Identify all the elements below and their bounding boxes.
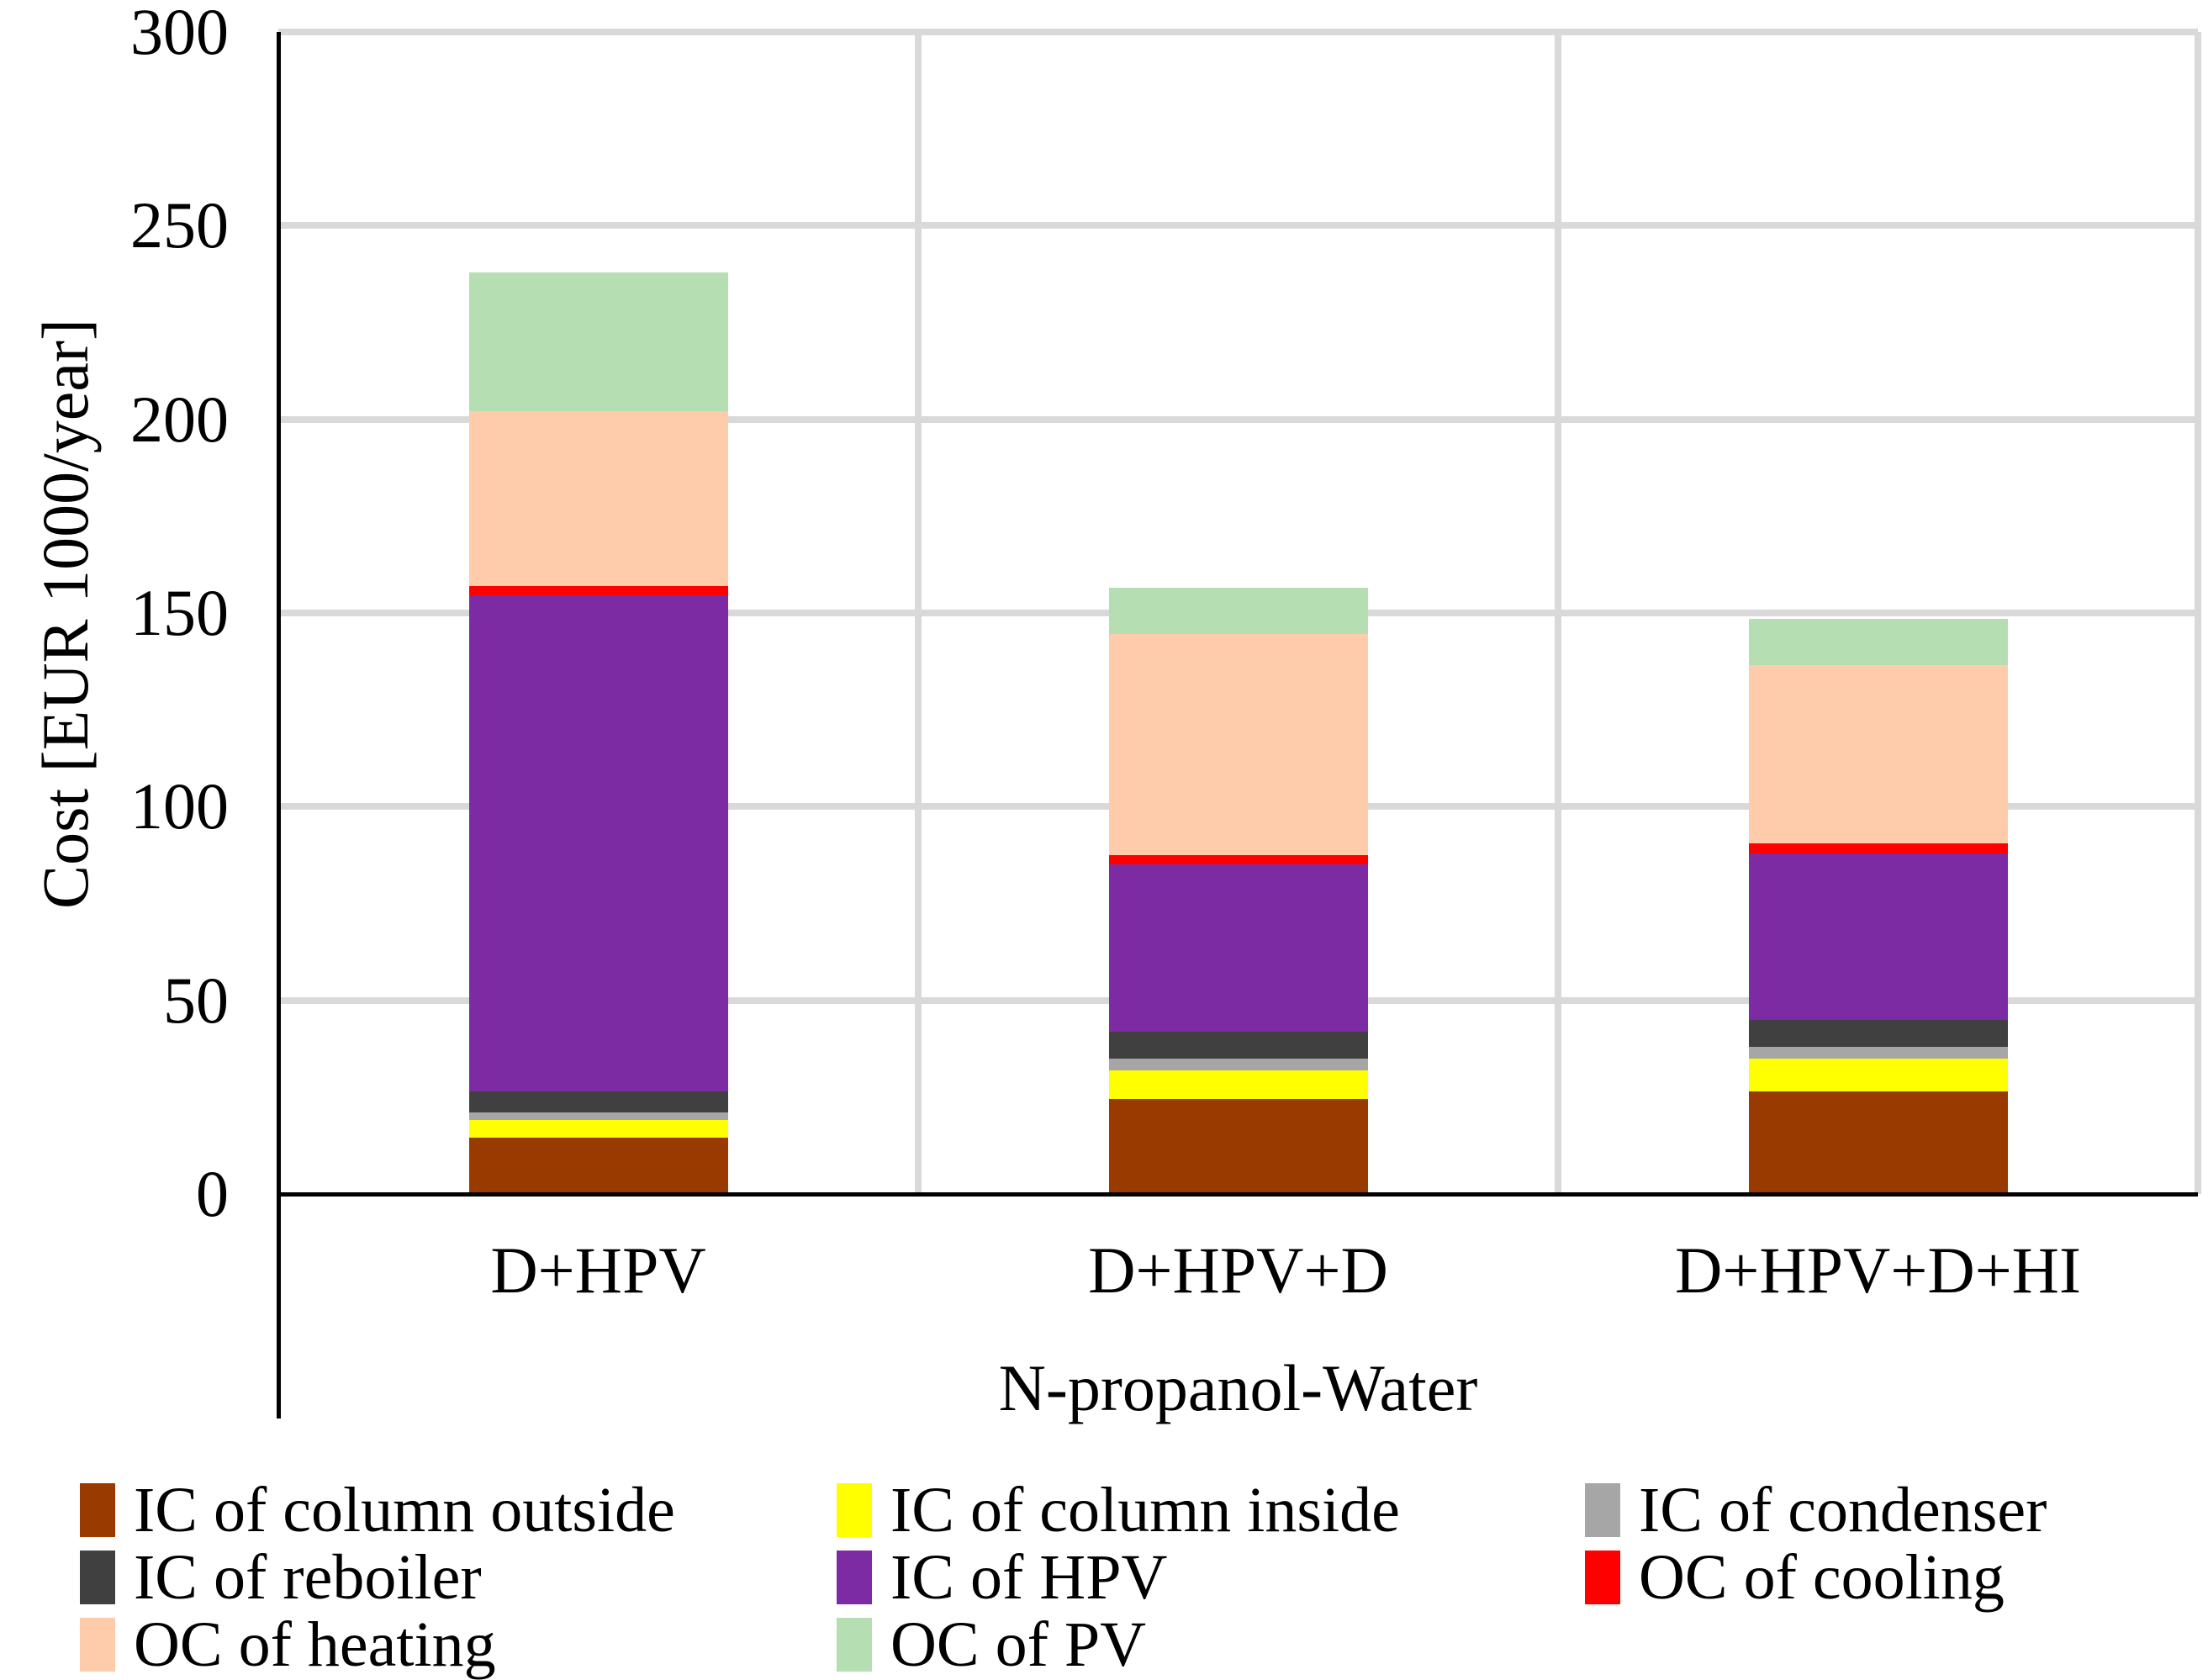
y-tick-label-150: 150: [130, 576, 229, 649]
y-axis-line: [277, 32, 281, 1418]
gridline-v-2: [1555, 32, 1561, 1194]
gridline-v-1: [915, 32, 922, 1194]
legend-label: OC of heating: [134, 1609, 496, 1680]
legend-label: IC of column inside: [890, 1475, 1400, 1545]
bar-segment-D+HPV+D+HI-IC-of-reboiler: [1748, 1019, 2008, 1047]
legend-item-OC-of-cooling: OC of cooling: [1585, 1542, 2005, 1613]
legend-label: IC of column outside: [134, 1475, 675, 1545]
y-tick-label-100: 100: [130, 769, 229, 843]
y-tick-label-50: 50: [163, 963, 229, 1037]
legend-label: OC of cooling: [1639, 1542, 2005, 1613]
legend-label: IC of reboiler: [134, 1542, 482, 1613]
x-axis-line: [278, 1192, 2198, 1197]
legend-swatch: [837, 1483, 872, 1537]
x-category-label: D+HPV+D: [1088, 1234, 1388, 1307]
legend-label: OC of PV: [890, 1609, 1147, 1680]
x-category-label: D+HPV: [490, 1234, 706, 1307]
x-category-label: D+HPV+D+HI: [1675, 1234, 2081, 1307]
gridline-v-3: [2195, 32, 2201, 1194]
bar-segment-D+HPV-IC-of-HPV: [468, 595, 728, 1091]
bar-segment-D+HPV-IC-of-column-inside: [468, 1120, 728, 1138]
legend-swatch: [80, 1551, 115, 1604]
legend-swatch: [837, 1618, 872, 1672]
bar-segment-D+HPV+D+HI-IC-of-column-inside: [1748, 1058, 2008, 1091]
y-tick-label-200: 200: [130, 382, 229, 456]
bar-segment-D+HPV-OC-of-heating: [468, 411, 728, 586]
bar-segment-D+HPV+D+HI-IC-of-condenser: [1748, 1046, 2008, 1059]
bar-segment-D+HPV+D+HI-OC-of-heating: [1748, 665, 2008, 844]
bar-segment-D+HPV-OC-of-cooling: [468, 585, 728, 596]
bar-segment-D+HPV+D-OC-of-cooling: [1108, 854, 1368, 865]
y-tick-label-250: 250: [130, 188, 229, 262]
legend-swatch: [1585, 1551, 1620, 1604]
bar-segment-D+HPV+D+HI-IC-of-column-outside: [1748, 1091, 2008, 1194]
bar-segment-D+HPV+D-IC-of-reboiler: [1108, 1031, 1368, 1059]
legend-item-IC-of-reboiler: IC of reboiler: [80, 1542, 482, 1613]
legend-item-OC-of-heating: OC of heating: [80, 1609, 496, 1680]
bar-segment-D+HPV-IC-of-column-outside: [468, 1138, 728, 1194]
legend-swatch: [1585, 1483, 1620, 1537]
bar-segment-D+HPV-OC-of-PV: [468, 272, 728, 412]
bar-segment-D+HPV+D-IC-of-column-inside: [1108, 1070, 1368, 1100]
bar-segment-D+HPV-IC-of-condenser: [468, 1112, 728, 1121]
x-axis-title: N-propanol-Water: [998, 1351, 1478, 1424]
y-tick-label-300: 300: [130, 0, 229, 68]
gridline-h-200: [278, 415, 2198, 423]
y-tick-label-0: 0: [196, 1157, 229, 1230]
legend-item-IC-of-HPV: IC of HPV: [837, 1542, 1168, 1613]
y-axis-title: Cost [EUR 1000/year]: [29, 319, 102, 909]
bar-segment-D+HPV+D-IC-of-column-outside: [1108, 1099, 1368, 1194]
bar-segment-D+HPV+D-IC-of-condenser: [1108, 1058, 1368, 1070]
gridline-h-300: [278, 29, 2198, 35]
bar-segment-D+HPV+D+HI-IC-of-HPV: [1748, 853, 2008, 1020]
bar-segment-D+HPV-IC-of-reboiler: [468, 1091, 728, 1113]
legend-label: IC of condenser: [1639, 1475, 2047, 1545]
legend-item-IC-of-column-outside: IC of column outside: [80, 1475, 675, 1545]
bar-segment-D+HPV+D-IC-of-HPV: [1108, 864, 1368, 1032]
bar-segment-D+HPV+D+HI-OC-of-PV: [1748, 618, 2008, 666]
legend-item-IC-of-column-inside: IC of column inside: [837, 1475, 1400, 1545]
bar-segment-D+HPV+D-OC-of-PV: [1108, 588, 1368, 635]
legend-swatch: [80, 1483, 115, 1537]
legend-label: IC of HPV: [890, 1542, 1168, 1613]
legend-swatch: [80, 1618, 115, 1672]
legend-item-IC-of-condenser: IC of condenser: [1585, 1475, 2047, 1545]
bar-segment-D+HPV+D+HI-OC-of-cooling: [1748, 843, 2008, 853]
gridline-h-250: [278, 222, 2198, 230]
legend-swatch: [837, 1551, 872, 1604]
bar-segment-D+HPV+D-OC-of-heating: [1108, 634, 1368, 855]
legend-item-OC-of-PV: OC of PV: [837, 1609, 1147, 1680]
